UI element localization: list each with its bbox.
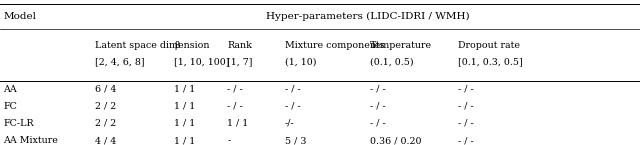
- Text: AA Mixture: AA Mixture: [3, 136, 58, 145]
- Text: (1, 10): (1, 10): [285, 57, 316, 66]
- Text: 2 / 2: 2 / 2: [95, 119, 116, 128]
- Text: - / -: - / -: [285, 102, 301, 111]
- Text: 6 / 4: 6 / 4: [95, 85, 116, 94]
- Text: 5 / 3: 5 / 3: [285, 136, 307, 145]
- Text: [1, 10, 100]: [1, 10, 100]: [174, 57, 230, 66]
- Text: - / -: - / -: [458, 119, 474, 128]
- Text: [1, 7]: [1, 7]: [227, 57, 253, 66]
- Text: -: -: [227, 136, 230, 145]
- Text: - / -: - / -: [227, 85, 243, 94]
- Text: 1 / 1: 1 / 1: [174, 102, 195, 111]
- Text: - / -: - / -: [370, 85, 386, 94]
- Text: Mixture components: Mixture components: [285, 41, 385, 50]
- Text: FC: FC: [3, 102, 17, 111]
- Text: [2, 4, 6, 8]: [2, 4, 6, 8]: [95, 57, 145, 66]
- Text: 4 / 4: 4 / 4: [95, 136, 116, 145]
- Text: 2 / 2: 2 / 2: [95, 102, 116, 111]
- Text: - / -: - / -: [458, 102, 474, 111]
- Text: Rank: Rank: [227, 41, 252, 50]
- Text: Latent space dimension: Latent space dimension: [95, 41, 209, 50]
- Text: - / -: - / -: [227, 102, 243, 111]
- Text: - / -: - / -: [370, 102, 386, 111]
- Text: - / -: - / -: [458, 136, 474, 145]
- Text: (0.1, 0.5): (0.1, 0.5): [370, 57, 413, 66]
- Text: - / -: - / -: [285, 85, 301, 94]
- Text: Hyper-parameters (LIDC-IDRI / WMH): Hyper-parameters (LIDC-IDRI / WMH): [266, 12, 469, 21]
- Text: - / -: - / -: [458, 85, 474, 94]
- Text: FC-LR: FC-LR: [3, 119, 34, 128]
- Text: Dropout rate: Dropout rate: [458, 41, 520, 50]
- Text: 1 / 1: 1 / 1: [174, 119, 195, 128]
- Text: Model: Model: [3, 12, 36, 21]
- Text: β: β: [174, 41, 180, 50]
- Text: 1 / 1: 1 / 1: [174, 85, 195, 94]
- Text: [0.1, 0.3, 0.5]: [0.1, 0.3, 0.5]: [458, 57, 522, 66]
- Text: -/-: -/-: [285, 119, 294, 128]
- Text: - / -: - / -: [370, 119, 386, 128]
- Text: 1 / 1: 1 / 1: [174, 136, 195, 145]
- Text: Temperature: Temperature: [370, 41, 432, 50]
- Text: AA: AA: [3, 85, 17, 94]
- Text: 0.36 / 0.20: 0.36 / 0.20: [370, 136, 421, 145]
- Text: 1 / 1: 1 / 1: [227, 119, 248, 128]
